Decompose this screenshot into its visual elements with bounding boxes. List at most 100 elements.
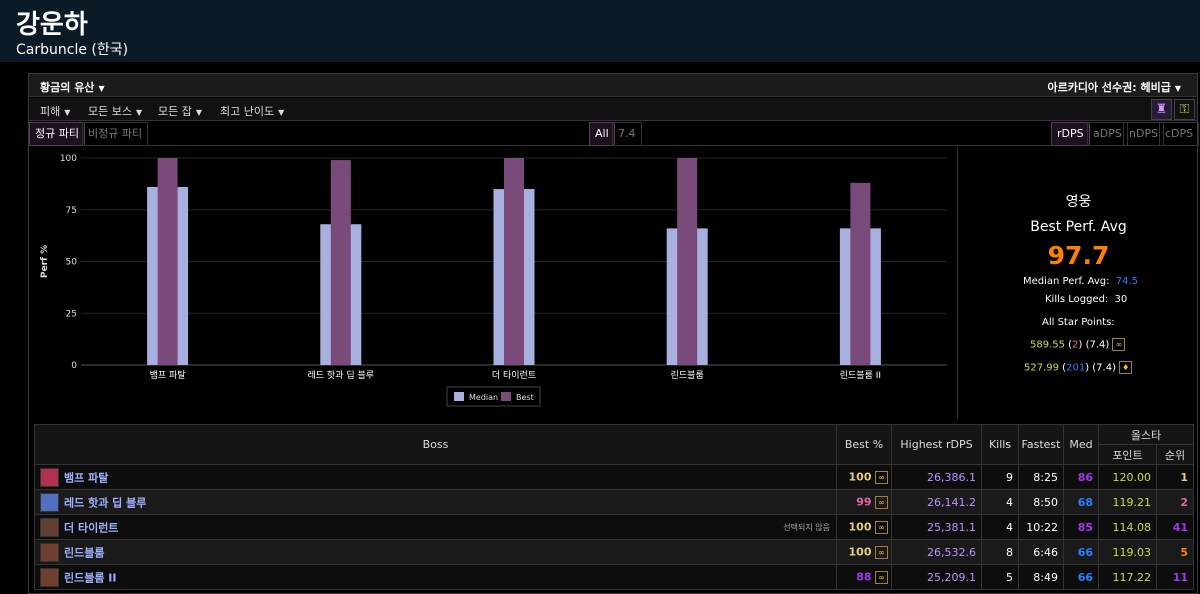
y-tick-label: 75: [66, 206, 77, 216]
boss-name-link[interactable]: 레드 핫과 딥 블루: [64, 496, 147, 509]
best-perf-value: 97.7: [1047, 241, 1110, 270]
job-icon: ∞: [875, 545, 888, 559]
best-bar: [504, 158, 524, 365]
chevron-down-icon: ▼: [98, 84, 105, 93]
boss-name-link[interactable]: 린드블룸: [64, 546, 105, 559]
boss-cell[interactable]: 더 타이런트 선택되지 않음: [34, 514, 837, 540]
y-tick-label: 25: [66, 309, 77, 319]
best-cell: 88 ∞: [836, 564, 892, 590]
boss-name-link[interactable]: 뱀프 파탈: [64, 471, 109, 484]
allstar-points: 114.08: [1098, 514, 1157, 540]
highest-rdps: 25,381.1: [891, 514, 982, 540]
table-row[interactable]: 뱀프 파탈 100 ∞ 26,386.1 9 8:25 86 120.00 1: [34, 464, 1194, 490]
kills-count: 4: [981, 489, 1019, 515]
kills-logged-label: Kills Logged:: [1045, 294, 1109, 305]
all-star-points: 527.99: [1024, 362, 1059, 374]
stats-panel: 영웅 Best Perf. Avg 97.7 Median Perf. Avg:…: [957, 147, 1199, 419]
best-bar: [677, 158, 698, 365]
allstar-rank: 41: [1156, 514, 1194, 540]
tab-adps[interactable]: aDPS: [1087, 122, 1128, 146]
table-row[interactable]: 린드블룸 II 88 ∞ 25,209.1 5 8:49 66 117.22 11: [34, 564, 1194, 590]
allstar-points: 117.22: [1098, 564, 1157, 590]
tab-partition-7-4[interactable]: 7.4: [612, 122, 642, 146]
job-icon: ∞: [875, 470, 888, 484]
kills-logged-row: Kills Logged: 30: [1045, 294, 1127, 305]
header-fastest[interactable]: Fastest: [1018, 424, 1064, 465]
expansion-label: 황금의 유산: [40, 81, 95, 94]
best-percent: 100: [848, 520, 872, 534]
metric-dropdown[interactable]: 피해 ▼: [40, 103, 70, 119]
boss-table: Boss Best % Highest rDPS Kills Fastest M…: [34, 424, 1194, 590]
best-percent: 100: [848, 545, 872, 559]
legend-swatch-median: [454, 392, 464, 401]
job-icon: ∞: [1112, 338, 1126, 351]
expansion-dropdown[interactable]: 황금의 유산 ▼: [40, 79, 105, 95]
fastest-time: 8:50: [1018, 489, 1064, 515]
all-star-rank: 201: [1066, 362, 1086, 374]
all-star-patch: (7.4): [1085, 339, 1110, 351]
header-allstar: 올스타: [1098, 424, 1194, 445]
all-star-rank: 2: [1072, 339, 1079, 351]
highest-rdps: 26,141.2: [891, 489, 982, 515]
header-med[interactable]: Med: [1063, 424, 1099, 465]
header-points[interactable]: 포인트: [1098, 444, 1157, 465]
x-tick-label: 린드블룸 II: [840, 370, 881, 381]
role-icon: ♦: [1119, 361, 1133, 374]
all-star-label: All Star Points:: [1042, 317, 1115, 328]
boss-name-link[interactable]: 더 타이런트: [64, 521, 119, 534]
tab-ndps[interactable]: nDPS: [1123, 122, 1165, 146]
boss-portrait-icon: [40, 542, 59, 562]
y-tick-label: 0: [71, 361, 77, 371]
best-percent: 88: [856, 570, 872, 584]
boss-cell[interactable]: 린드블룸 II: [34, 564, 837, 590]
header-highest[interactable]: Highest rDPS: [891, 424, 982, 465]
all-star-patch: (7.4): [1092, 362, 1116, 374]
table-row[interactable]: 레드 핫과 딥 블루 99 ∞ 26,141.2 4 8:50 68 119.21 2: [34, 489, 1194, 515]
boss-cell[interactable]: 레드 핫과 딥 블루: [34, 489, 837, 515]
legend-label-median: Median: [469, 393, 498, 402]
header-boss[interactable]: Boss: [34, 424, 837, 465]
best-cell: 100 ∞: [836, 539, 892, 565]
job-icon: ∞: [875, 570, 888, 584]
table-row[interactable]: 더 타이런트 선택되지 않음 100 ∞ 25,381.1 4 10:22 85 114.08…: [34, 514, 1194, 540]
boss-cell[interactable]: 린드블룸: [34, 539, 837, 565]
chevron-down-icon: ▼: [278, 108, 285, 117]
boss-cell[interactable]: 뱀프 파탈: [34, 464, 837, 490]
boss-dropdown[interactable]: 모든 보스 ▼: [88, 103, 142, 119]
boss-portrait-icon: [40, 567, 59, 587]
metric-label: 피해: [40, 105, 61, 118]
tab-irregular-party[interactable]: 비정규 파티: [82, 122, 149, 146]
job-dropdown[interactable]: 모든 잡 ▼: [158, 103, 202, 119]
y-axis-label: Perf %: [40, 245, 50, 278]
y-tick-label: 50: [66, 258, 78, 268]
table-row[interactable]: 린드블룸 100 ∞ 26,532.6 8 6:46 66 119.03 5: [34, 539, 1194, 565]
header-rank[interactable]: 순위: [1156, 444, 1194, 465]
best-percent: 99: [856, 495, 872, 509]
job-filter-label: 모든 잡: [158, 105, 192, 118]
tab-rdps[interactable]: rDPS: [1051, 122, 1090, 146]
highest-rdps: 25,209.1: [891, 564, 982, 590]
job-icon: ∞: [875, 520, 888, 534]
zone-dropdown[interactable]: 아르카디아 선수권: 헤비급 ▼: [1047, 79, 1181, 95]
performance-chart: 0 25 50 75 100 Perf % 뱀프 파탈 레드 핫과 딥 블루 더 타이런트 린드블…: [29, 147, 957, 419]
tab-regular-party[interactable]: 정규 파티: [29, 122, 85, 146]
difficulty-label: 최고 난이도: [220, 105, 275, 118]
key-icon[interactable]: ⚿: [1174, 99, 1195, 120]
best-cell: 100 ∞: [836, 464, 892, 490]
best-cell: 99 ∞: [836, 489, 892, 515]
boss-filter-label: 모든 보스: [88, 105, 132, 118]
best-bar: [157, 158, 178, 365]
header-kills[interactable]: Kills: [981, 424, 1019, 465]
median-perf-label: Median Perf. Avg:: [1023, 276, 1110, 287]
kills-count: 8: [981, 539, 1019, 565]
difficulty-dropdown[interactable]: 최고 난이도 ▼: [220, 103, 284, 119]
tab-bar: 정규 파티 비정규 파티 All 7.4 rDPS aDPS nDPS cDPS: [29, 122, 1200, 146]
legend-box: [446, 386, 541, 407]
tab-cdps[interactable]: cDPS: [1159, 122, 1200, 146]
ranks-view-icon[interactable]: ♜: [1151, 99, 1172, 120]
highest-rdps: 26,386.1: [891, 464, 982, 490]
boss-name-link[interactable]: 린드블룸 II: [64, 571, 117, 584]
header-best[interactable]: Best %: [836, 424, 892, 465]
tab-partition-all[interactable]: All: [589, 122, 615, 146]
median-perf-row: Median Perf. Avg: 74.5: [1023, 276, 1138, 287]
